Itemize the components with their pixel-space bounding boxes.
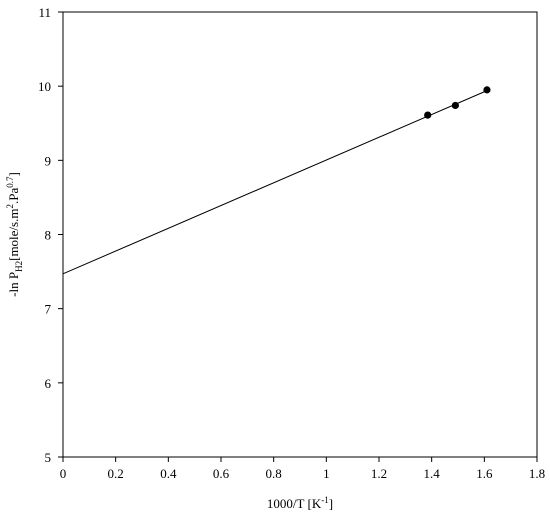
y-tick-label: 7 bbox=[45, 302, 52, 317]
data-point bbox=[483, 86, 491, 94]
y-tick-label: 11 bbox=[38, 5, 51, 20]
y-tick-label: 9 bbox=[45, 153, 52, 168]
x-tick-label: 1.8 bbox=[529, 466, 545, 481]
plot-area bbox=[62, 11, 538, 458]
y-tick-label: 10 bbox=[38, 79, 51, 94]
y-ticks: 5 6 7 8 9 10 11 bbox=[38, 5, 63, 465]
x-tick-label: 1 bbox=[323, 466, 330, 481]
x-tick-label: 0.8 bbox=[266, 466, 282, 481]
trendline bbox=[62, 90, 488, 275]
x-ticks: 0 0.2 0.4 0.6 0.8 1 1.2 1.4 1.6 1.8 bbox=[60, 457, 545, 481]
x-tick-label: 1.4 bbox=[424, 466, 441, 481]
x-tick-label: 1.6 bbox=[476, 466, 493, 481]
y-axis-label: -ln PH2[mole/s.m2.Pa0.7] bbox=[5, 172, 24, 297]
x-tick-label: 0.6 bbox=[213, 466, 230, 481]
x-tick-label: 0.4 bbox=[160, 466, 177, 481]
x-tick-label: 1.2 bbox=[371, 466, 387, 481]
x-axis-label: 1000/T [K-1] bbox=[267, 495, 333, 511]
y-tick-label: 5 bbox=[45, 450, 52, 465]
x-tick-label: 0 bbox=[60, 466, 67, 481]
y-tick-label: 8 bbox=[45, 228, 52, 243]
data-point bbox=[451, 101, 459, 110]
x-tick-label: 0.2 bbox=[108, 466, 124, 481]
data-points bbox=[424, 86, 491, 119]
y-tick-label: 6 bbox=[45, 376, 52, 391]
data-point bbox=[424, 111, 432, 119]
